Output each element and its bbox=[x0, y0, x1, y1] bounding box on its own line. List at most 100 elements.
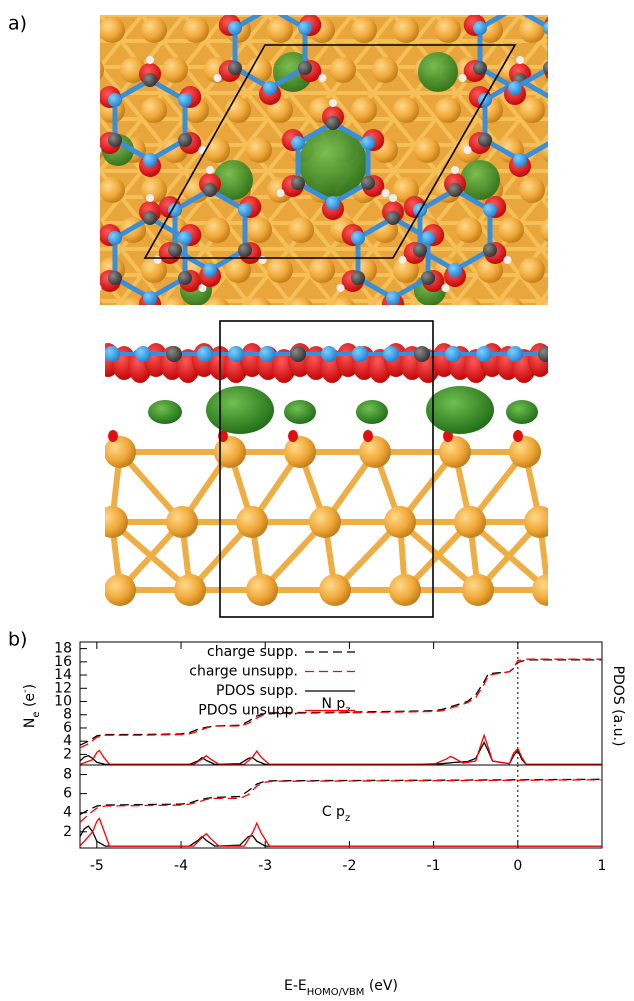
bond bbox=[37, 197, 58, 223]
metal-atom bbox=[524, 506, 556, 538]
bond bbox=[604, 171, 625, 197]
x-tick-label: 0 bbox=[513, 858, 522, 874]
bond bbox=[583, 67, 604, 93]
bond bbox=[16, 223, 37, 249]
c-atom bbox=[361, 176, 375, 190]
metal-atom bbox=[162, 297, 188, 323]
n-atom bbox=[361, 136, 375, 150]
c-atom bbox=[291, 176, 305, 190]
bond bbox=[37, 93, 58, 119]
charge-accumulation bbox=[108, 430, 118, 442]
y-tick-label: 4 bbox=[63, 805, 72, 821]
y-tick-label: 2 bbox=[63, 824, 72, 840]
bond bbox=[16, 145, 37, 171]
bond bbox=[0, 223, 16, 249]
bond bbox=[16, 67, 37, 93]
c-atom bbox=[473, 61, 487, 75]
n-atom bbox=[326, 196, 340, 210]
bond bbox=[79, 171, 100, 197]
metal-atom bbox=[351, 17, 377, 43]
charge-accumulation bbox=[504, 0, 526, 13]
charge-depletion bbox=[356, 400, 388, 424]
bond bbox=[583, 93, 604, 119]
n-atom bbox=[143, 291, 157, 305]
c-atom bbox=[108, 133, 122, 147]
metal-atom bbox=[57, 97, 83, 123]
c-atom bbox=[178, 271, 192, 285]
metal-atom bbox=[284, 436, 316, 468]
bond bbox=[79, 275, 100, 301]
n-atom bbox=[548, 93, 562, 107]
bond bbox=[58, 223, 79, 249]
bond bbox=[37, 41, 58, 67]
bond bbox=[562, 41, 583, 67]
n-atom bbox=[263, 81, 277, 95]
c-atom bbox=[228, 61, 242, 75]
bond bbox=[58, 249, 79, 275]
bond bbox=[562, 15, 583, 41]
bond bbox=[604, 275, 625, 301]
y-axis-label: Ne (e-) bbox=[20, 684, 42, 728]
metal-atom bbox=[582, 137, 608, 163]
annotation: C pz bbox=[322, 804, 350, 824]
bond bbox=[625, 41, 634, 67]
bond bbox=[58, 15, 79, 41]
bond bbox=[604, 197, 625, 223]
metal-atom bbox=[57, 257, 83, 283]
c-atom bbox=[263, 1, 277, 15]
bond bbox=[604, 249, 625, 275]
c-atom bbox=[108, 271, 122, 285]
metal-atom bbox=[288, 217, 314, 243]
bond bbox=[625, 275, 634, 301]
pdos-line bbox=[80, 826, 602, 846]
annotation-part: N p bbox=[321, 696, 345, 712]
x-tick-label: -2 bbox=[342, 858, 356, 874]
metal-atom bbox=[141, 17, 167, 43]
c-atom bbox=[228, 346, 244, 362]
bond bbox=[583, 171, 604, 197]
bond bbox=[625, 145, 634, 171]
side-view-render bbox=[96, 343, 564, 606]
bond bbox=[37, 275, 58, 301]
bond bbox=[16, 197, 37, 223]
bond bbox=[16, 301, 37, 327]
metal-atom bbox=[96, 506, 128, 538]
metal-atom bbox=[393, 97, 419, 123]
h-atom bbox=[451, 166, 459, 174]
bond bbox=[625, 301, 634, 327]
c-atom bbox=[508, 1, 522, 15]
bond bbox=[37, 145, 58, 171]
bond bbox=[16, 171, 37, 197]
bond bbox=[583, 275, 604, 301]
bond bbox=[604, 223, 625, 249]
bond bbox=[58, 41, 79, 67]
plots: 24681012141618Ne (e-)PDOS (a.u.)N pzchar… bbox=[20, 641, 627, 998]
charge-accumulation bbox=[363, 430, 373, 442]
c-atom bbox=[548, 133, 562, 147]
bond bbox=[625, 67, 634, 93]
metal-atom bbox=[393, 17, 419, 43]
c-atom bbox=[421, 271, 435, 285]
n-atom bbox=[197, 346, 213, 362]
page: {"panel_labels": ["a)", "b)"], "chart_da… bbox=[0, 0, 634, 1001]
h-atom bbox=[214, 74, 222, 82]
n-atom bbox=[351, 231, 365, 245]
c-atom bbox=[178, 133, 192, 147]
charge-depletion bbox=[418, 52, 458, 92]
h-atom bbox=[459, 74, 467, 82]
figure: a) b) 24681012141618Ne (e-)PDOS (a.u.)N … bbox=[0, 0, 634, 1001]
metal-atom bbox=[309, 257, 335, 283]
metal-atom bbox=[288, 297, 314, 323]
h-atom bbox=[94, 146, 102, 154]
y-tick-label: 18 bbox=[54, 641, 72, 657]
n-atom bbox=[538, 346, 554, 362]
n-atom bbox=[143, 153, 157, 167]
n-atom bbox=[321, 346, 337, 362]
metal-atom bbox=[246, 297, 272, 323]
metal-atom bbox=[384, 506, 416, 538]
h-atom bbox=[277, 189, 285, 197]
c-atom bbox=[386, 211, 400, 225]
metal-atom bbox=[498, 297, 524, 323]
bond bbox=[583, 145, 604, 171]
n-atom bbox=[445, 346, 461, 362]
